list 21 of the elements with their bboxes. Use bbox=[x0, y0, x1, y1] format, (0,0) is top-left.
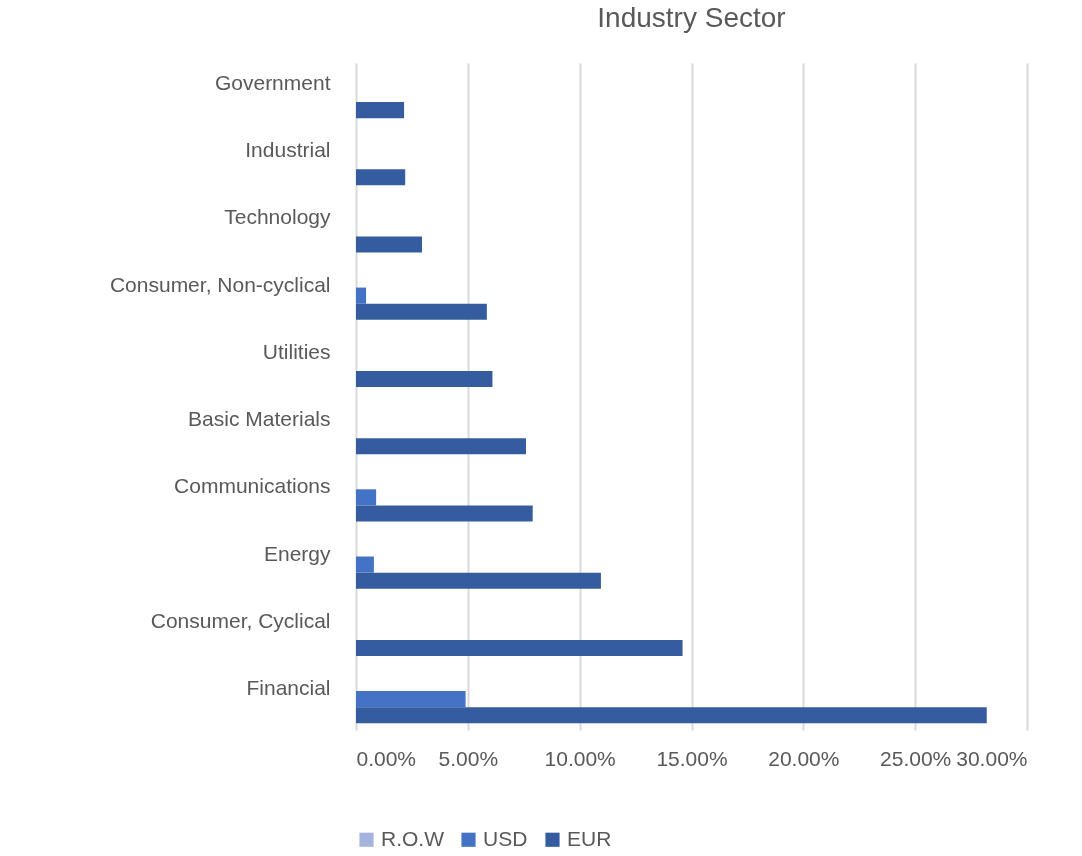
y-tick-label: Energy bbox=[263, 541, 331, 565]
y-tick-label: Consumer, Cyclical bbox=[150, 608, 331, 632]
y-tick-label: Industrial bbox=[245, 138, 331, 162]
legend-label: USD bbox=[483, 826, 528, 850]
x-tick-label: 0.00% bbox=[356, 746, 417, 770]
chart-title: Industry Sector bbox=[597, 2, 786, 33]
y-tick-label: Consumer, Non-cyclical bbox=[109, 272, 331, 296]
x-tick-label: 25.00% bbox=[880, 746, 952, 770]
x-tick-label: 20.00% bbox=[768, 746, 840, 770]
legend-label: EUR bbox=[567, 826, 612, 850]
y-tick-label: Utilities bbox=[262, 339, 331, 363]
legend-label: R.O.W bbox=[381, 826, 445, 850]
y-tick-label: Government bbox=[214, 70, 331, 94]
x-tick-label: 10.00% bbox=[544, 746, 616, 770]
y-tick-label: Basic Materials bbox=[188, 407, 331, 431]
x-tick-label: 30.00% bbox=[956, 746, 1028, 770]
y-tick-label: Technology bbox=[224, 205, 331, 229]
x-tick-label: 15.00% bbox=[656, 746, 728, 770]
y-tick-label: Financial bbox=[246, 676, 331, 700]
y-tick-label: Communications bbox=[174, 474, 331, 498]
x-tick-label: 5.00% bbox=[438, 746, 499, 770]
